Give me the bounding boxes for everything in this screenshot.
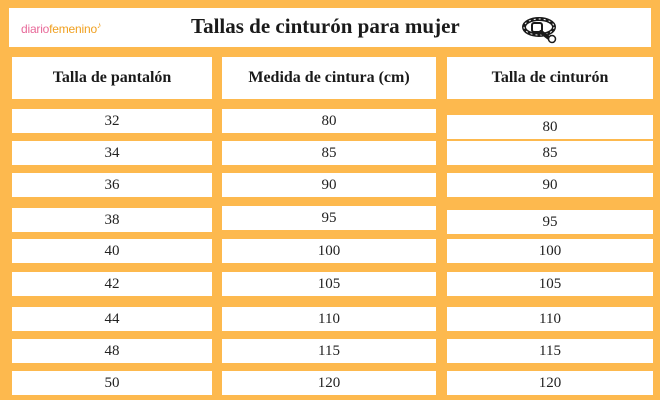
cell-waist-cm: 90 <box>222 173 436 197</box>
col-header-belt-size: Talla de cinturón <box>447 57 653 99</box>
cell-waist-cm: 115 <box>222 339 436 363</box>
cell-waist-cm: 105 <box>222 272 436 296</box>
cell-waist-cm: 95 <box>222 206 436 230</box>
cell-waist-cm: 80 <box>222 109 436 133</box>
cell-pant-size: 38 <box>12 208 212 232</box>
cell-belt-size: 90 <box>447 173 653 197</box>
cell-pant-size: 44 <box>12 307 212 331</box>
cell-belt-size: 95 <box>447 210 653 234</box>
cell-waist-cm: 85 <box>222 141 436 165</box>
cell-belt-size: 100 <box>447 239 653 263</box>
cell-waist-cm: 100 <box>222 239 436 263</box>
cell-belt-size: 80 <box>447 115 653 139</box>
logo-text-femenino: femenino <box>49 22 97 36</box>
cell-belt-size: 115 <box>447 339 653 363</box>
cell-pant-size: 50 <box>12 371 212 395</box>
cell-belt-size: 105 <box>447 272 653 296</box>
cell-pant-size: 48 <box>12 339 212 363</box>
col-header-pant-size: Talla de pantalón <box>12 57 212 99</box>
cell-pant-size: 42 <box>12 272 212 296</box>
cell-belt-size: 85 <box>447 141 653 165</box>
cell-pant-size: 32 <box>12 109 212 133</box>
header-bar: diariofemenino♪ Tallas de cinturón para … <box>9 8 651 47</box>
belt-icon <box>522 17 557 44</box>
cell-pant-size: 34 <box>12 141 212 165</box>
cell-waist-cm: 110 <box>222 307 436 331</box>
cell-waist-cm: 120 <box>222 371 436 395</box>
cell-belt-size: 120 <box>447 371 653 395</box>
logo-text-diario: diario <box>21 22 50 36</box>
cell-pant-size: 36 <box>12 173 212 197</box>
cell-belt-size: 110 <box>447 307 653 331</box>
col-header-waist: Medida de cintura (cm) <box>222 57 436 99</box>
page-title: Tallas de cinturón para mujer <box>191 14 460 38</box>
cell-pant-size: 40 <box>12 239 212 263</box>
brand-logo[interactable]: diariofemenino♪ <box>21 20 101 36</box>
logo-mark-icon: ♪ <box>96 20 102 30</box>
